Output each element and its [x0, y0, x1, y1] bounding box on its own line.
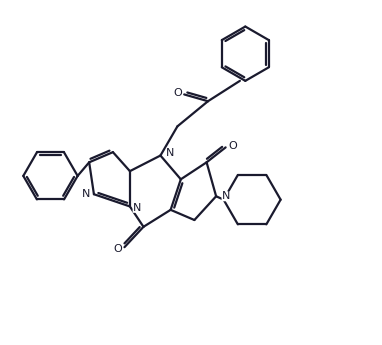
Text: N: N: [81, 189, 90, 199]
Text: O: O: [228, 141, 237, 151]
Text: N: N: [222, 191, 230, 201]
Text: N: N: [166, 148, 174, 158]
Text: N: N: [133, 203, 141, 213]
Text: O: O: [113, 244, 122, 254]
Text: O: O: [173, 88, 182, 98]
